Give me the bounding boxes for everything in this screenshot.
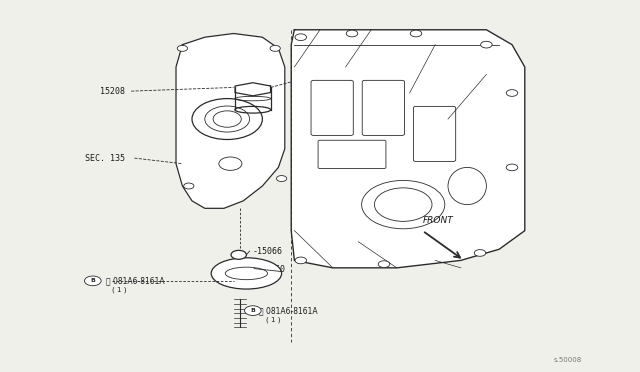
Circle shape xyxy=(506,164,518,171)
Circle shape xyxy=(410,30,422,37)
Circle shape xyxy=(177,45,188,51)
Circle shape xyxy=(244,306,261,315)
Text: ( 1 ): ( 1 ) xyxy=(266,317,280,323)
Circle shape xyxy=(184,183,194,189)
Circle shape xyxy=(295,34,307,41)
Polygon shape xyxy=(235,87,271,110)
Polygon shape xyxy=(176,33,285,208)
Circle shape xyxy=(270,45,280,51)
Text: B: B xyxy=(90,278,95,283)
Circle shape xyxy=(84,276,101,286)
Circle shape xyxy=(231,250,246,259)
Circle shape xyxy=(481,41,492,48)
Text: Ⓑ 081A6-8161A: Ⓑ 081A6-8161A xyxy=(259,306,318,315)
Text: 15208: 15208 xyxy=(100,87,125,96)
Circle shape xyxy=(295,257,307,264)
Text: Ⓑ 081A6-8161A: Ⓑ 081A6-8161A xyxy=(106,276,164,285)
Polygon shape xyxy=(235,83,271,96)
Circle shape xyxy=(506,90,518,96)
Ellipse shape xyxy=(211,258,282,289)
Circle shape xyxy=(346,30,358,37)
Text: ( 1 ): ( 1 ) xyxy=(112,287,127,294)
Text: -15066: -15066 xyxy=(253,247,283,256)
Polygon shape xyxy=(291,30,525,268)
Text: -15050: -15050 xyxy=(256,265,286,274)
Circle shape xyxy=(474,250,486,256)
Text: SEC. 135: SEC. 135 xyxy=(85,154,125,163)
Text: B: B xyxy=(250,308,255,313)
Circle shape xyxy=(378,261,390,267)
Circle shape xyxy=(276,176,287,182)
Text: s.50008: s.50008 xyxy=(554,357,582,363)
Text: FRONT: FRONT xyxy=(422,216,453,225)
